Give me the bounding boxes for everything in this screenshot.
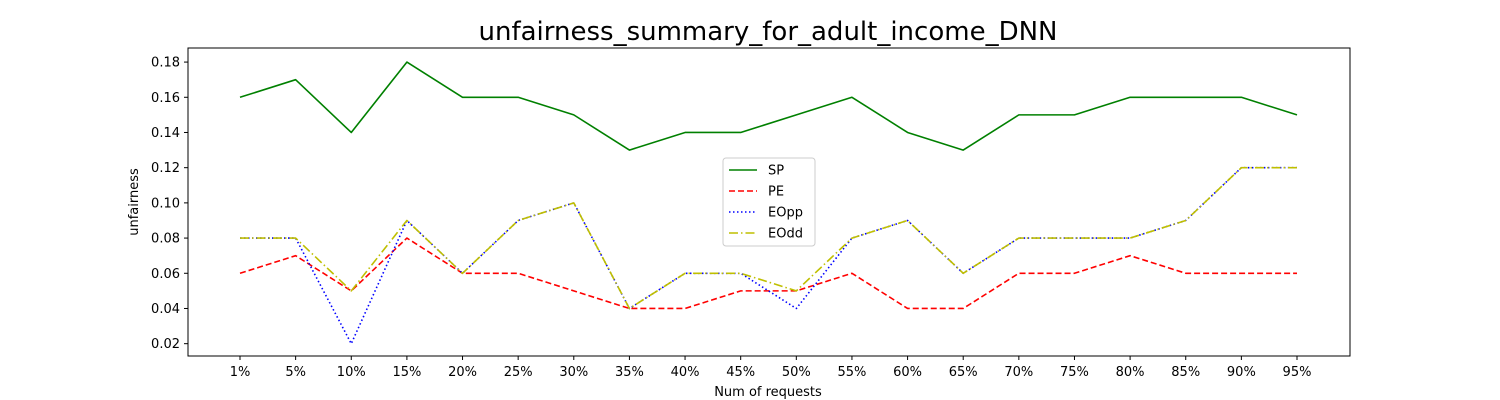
legend-label-sp: SP	[768, 164, 784, 179]
y-tick-label: 0.04	[151, 302, 180, 317]
x-tick-label: 70%	[1004, 365, 1033, 380]
legend-label-eodd: EOdd	[768, 227, 803, 242]
x-tick-label: 40%	[671, 365, 700, 380]
x-tick-label: 55%	[837, 365, 866, 380]
x-tick-label: 10%	[337, 365, 366, 380]
x-tick-label: 45%	[726, 365, 755, 380]
legend-label-eopp: EOpp	[768, 206, 803, 221]
y-tick-label: 0.14	[151, 126, 180, 141]
y-tick-label: 0.10	[151, 196, 180, 211]
x-tick-label: 20%	[448, 365, 477, 380]
y-tick-label: 0.16	[151, 91, 180, 106]
y-axis-label: unfairness	[127, 168, 142, 236]
y-tick-label: 0.08	[151, 232, 180, 247]
plot-frame	[187, 47, 1351, 357]
x-tick-label: 35%	[615, 365, 644, 380]
x-tick-label: 75%	[1060, 365, 1089, 380]
x-tick-label: 95%	[1283, 365, 1312, 380]
x-tick-label: 15%	[392, 365, 421, 380]
x-tick-label: 90%	[1227, 365, 1256, 380]
legend-box	[722, 157, 816, 247]
plot-area: 1% 5% 10% 15% 20% 25% 30% 35% 40% 45% 50% 55% 60% 65%…	[151, 47, 1351, 380]
y-tick-label: 0.18	[151, 56, 180, 71]
x-tick-label: 25%	[504, 365, 533, 380]
x-tick-label: 65%	[949, 365, 978, 380]
x-tick-label: 30%	[559, 365, 588, 380]
series-line-pe	[239, 237, 1297, 310]
x-tick-label: 80%	[1116, 365, 1145, 380]
legend-label-pe: PE	[768, 185, 784, 200]
x-tick-label: 60%	[893, 365, 922, 380]
x-tick-label: 85%	[1171, 365, 1200, 380]
x-axis-label: Num of requests	[714, 385, 822, 400]
series-line-sp	[239, 61, 1298, 151]
x-tick-label: 1%	[230, 365, 251, 380]
x-tick-label: 50%	[782, 365, 811, 380]
x-tick-label: 5%	[285, 365, 306, 380]
legend: SP PE EOpp EOdd	[722, 157, 816, 247]
chart-title: unfairness_summary_for_adult_income_DNN	[479, 17, 1058, 47]
y-tick-label: 0.12	[151, 161, 180, 176]
y-tick-label: 0.06	[151, 267, 180, 282]
series-line-eodd	[240, 166, 1297, 310]
y-tick-label: 0.02	[151, 337, 180, 352]
